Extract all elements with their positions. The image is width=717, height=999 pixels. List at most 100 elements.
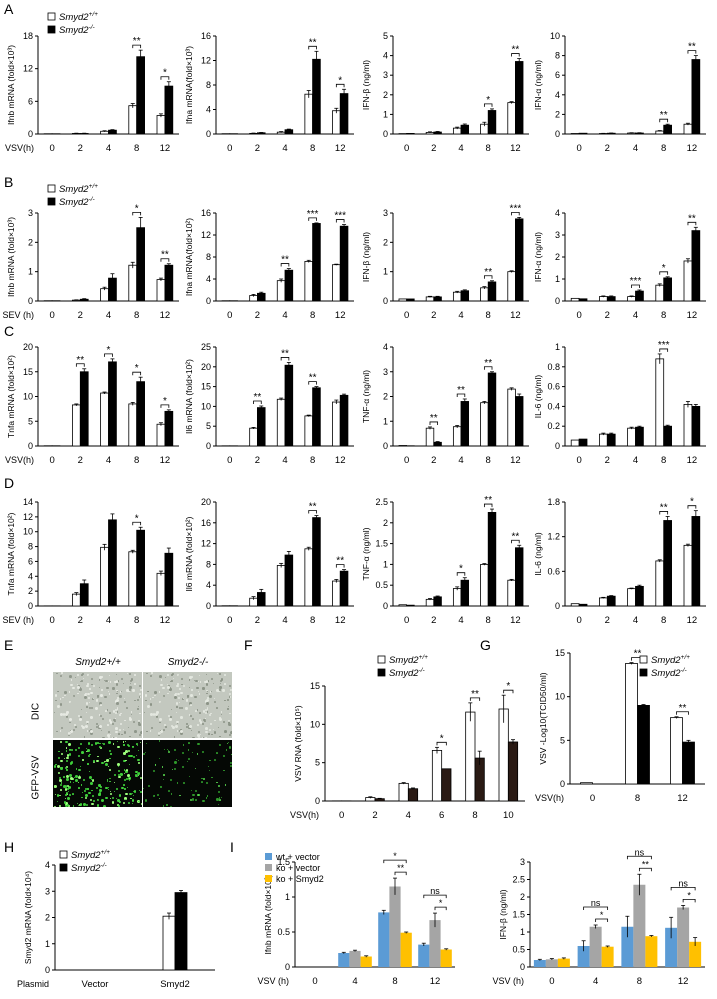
bar-c3-s1-c3 (487, 372, 497, 447)
micrograph-speck (129, 673, 132, 675)
legend-label-wt: Smyd2+/+ (651, 654, 690, 666)
x-tick-label: 0 (49, 455, 54, 466)
bar-a1-s0-c4 (156, 115, 166, 135)
micrograph-speck (123, 752, 126, 755)
y-axis-label: TNF-α (ng/ml) (361, 370, 371, 423)
micrograph-speck (108, 693, 111, 695)
micrograph-speck (154, 694, 156, 697)
sig-bracket (160, 76, 170, 80)
micrograph-speck (190, 676, 193, 679)
sig-bracket (659, 118, 669, 123)
y-tick-label: 6 (28, 556, 33, 566)
micrograph-speck (54, 793, 57, 795)
micrograph-speck (223, 769, 225, 772)
sig-label-inner: * (687, 890, 691, 900)
micrograph-speck (117, 773, 120, 776)
micrograph-speck (65, 803, 68, 807)
micrograph-speck (74, 676, 76, 679)
sig-label: ** (512, 45, 520, 56)
y-tick-label: 2 (28, 586, 33, 596)
bar-a4-s1-c0 (578, 132, 588, 135)
micrograph-speck (60, 767, 64, 771)
micrograph-speck (114, 718, 117, 720)
micrograph-speck (105, 710, 107, 712)
micrograph-speck (156, 793, 159, 796)
micrograph-speck (66, 765, 69, 768)
micrograph-speck (55, 699, 57, 701)
y-axis-label: Ifnb mRNA (fold×10³) (263, 874, 273, 954)
y-tick-label: 20 (201, 362, 211, 372)
micrograph-speck (80, 784, 83, 786)
micrograph-speck (89, 798, 93, 802)
micrograph-speck (149, 698, 152, 700)
micrograph-speck (218, 718, 222, 722)
x-tick-label: 12 (677, 793, 688, 804)
micrograph-speck (186, 760, 189, 762)
sig-label: * (135, 513, 139, 524)
x-tick-label: 4 (106, 615, 111, 626)
x-tick-label: 0 (404, 455, 409, 466)
bar-f-s1-c5 (507, 741, 519, 802)
x-tick-label: 4 (352, 976, 357, 987)
micrograph-speck (70, 776, 73, 780)
micrograph-speck (93, 760, 96, 763)
micrograph-speck (200, 780, 203, 783)
micrograph-speck (108, 749, 112, 752)
micrograph-speck (191, 689, 194, 691)
y-tick-label: 4 (383, 342, 388, 352)
y-tick-label: 0.5 (277, 927, 290, 937)
micrograph-speck (119, 772, 123, 776)
sig-label: ** (336, 556, 344, 567)
micrograph-speck (95, 699, 99, 702)
sig-label: * (163, 68, 167, 79)
micrograph-speck (126, 743, 129, 747)
bar-i2-s2-c2 (645, 936, 658, 967)
micrograph-speck (115, 673, 117, 676)
y-tick-label: 3 (555, 230, 560, 240)
micrograph-speck (199, 711, 201, 714)
micrograph-speck (69, 780, 72, 783)
micrograph-speck (211, 776, 213, 779)
micrograph-speck (123, 778, 127, 782)
x-tick-label: 8 (486, 455, 491, 466)
micrograph-speck (125, 792, 128, 796)
bar-i1-s2-c1 (360, 956, 372, 967)
micrograph-speck (176, 673, 180, 677)
y-tick-label: 0 (555, 296, 560, 306)
micrograph-speck (95, 707, 98, 710)
micrograph-speck (77, 781, 80, 784)
micrograph-speck (188, 679, 191, 681)
sig-bracket (687, 221, 697, 226)
y-tick-label: 0 (555, 601, 560, 611)
micrograph-speck (118, 804, 121, 807)
micrograph-speck (112, 687, 115, 690)
y-axis-label: Il6 mRNA (fold×10²) (184, 516, 194, 591)
micrograph-speck (120, 723, 122, 726)
micrograph-speck (130, 797, 133, 800)
micrograph-speck (220, 678, 224, 682)
micrograph-speck (185, 699, 189, 702)
bar-c3-s0-c1 (425, 427, 435, 447)
micrograph-speck (210, 723, 212, 726)
micrograph-speck (226, 698, 229, 701)
micrograph-speck (204, 718, 207, 720)
bar-a2-s0-c4 (332, 110, 341, 135)
x-tick-label: 0 (404, 615, 409, 626)
micrograph-speck (213, 731, 217, 734)
bar-a2-s1-c3 (312, 58, 321, 135)
micrograph-speck (88, 742, 91, 745)
micrograph-speck (65, 792, 69, 795)
sig-label: *** (307, 209, 319, 220)
micrograph-speck (115, 797, 118, 800)
panel-label-i: I (230, 839, 234, 855)
sig-bracket (160, 258, 170, 262)
y-tick-label: 10 (23, 527, 33, 537)
micrograph-speck (138, 684, 141, 687)
bar-a1-s1-c4 (164, 85, 174, 135)
y-tick-label: 16 (201, 208, 211, 218)
micrograph-speck (76, 802, 79, 805)
y-tick-label: 0.5 (375, 580, 388, 590)
y-tick-label: 1.8 (547, 497, 560, 507)
micrograph-speck (91, 789, 93, 791)
